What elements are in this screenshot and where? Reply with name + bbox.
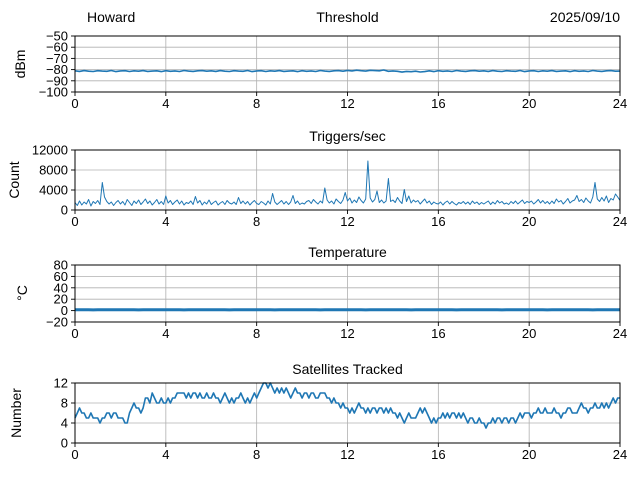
- chart-title-triggers: Triggers/sec: [309, 128, 386, 144]
- chart-title-temperature: Temperature: [308, 244, 387, 260]
- x-tick-label: 4: [162, 326, 169, 341]
- satellites-series-line: [74, 382, 620, 429]
- y-tick-label: −70: [46, 51, 68, 66]
- y-tick-label: −50: [46, 29, 68, 44]
- y-tick-label: 0: [61, 436, 68, 451]
- y-tick-label: 20: [54, 292, 68, 307]
- y-tick-label: 8000: [39, 163, 68, 178]
- x-tick-label: 0: [71, 214, 78, 229]
- y-tick-label: 12: [54, 376, 68, 391]
- x-tick-label: 0: [71, 96, 78, 111]
- x-tick-label: 24: [613, 96, 627, 111]
- y-tick-label: 0: [61, 303, 68, 318]
- x-tick-label: 20: [522, 96, 536, 111]
- chart-date: 2025/09/10: [549, 9, 620, 25]
- x-tick-label: 4: [162, 96, 169, 111]
- x-tick-label: 0: [71, 326, 78, 341]
- y-tick-label: −60: [46, 40, 68, 55]
- y-tick-label: 4: [61, 416, 68, 431]
- y-tick-label: 12000: [32, 143, 68, 158]
- x-tick-label: 24: [613, 447, 627, 462]
- x-tick-label: 20: [522, 447, 536, 462]
- x-tick-label: 20: [522, 326, 536, 341]
- x-tick-label: 24: [613, 326, 627, 341]
- x-tick-label: 24: [613, 214, 627, 229]
- y-tick-label: 0: [61, 203, 68, 218]
- x-tick-label: 16: [431, 214, 445, 229]
- y-tick-label: 60: [54, 269, 68, 284]
- x-tick-label: 0: [71, 447, 78, 462]
- chart-title-satellites: Satellites Tracked: [292, 361, 403, 377]
- triggers-series-line: [74, 160, 621, 207]
- y-tick-label: −20: [46, 315, 68, 330]
- x-tick-label: 12: [340, 96, 354, 111]
- triggers-plot: 0 4 8 12 16 20 24 0 4000 8000 12000: [32, 143, 627, 230]
- y-tick-label: −100: [39, 85, 68, 100]
- y-tick-label: 40: [54, 280, 68, 295]
- x-tick-label: 12: [340, 214, 354, 229]
- x-tick-label: 20: [522, 214, 536, 229]
- x-tick-label: 8: [253, 214, 260, 229]
- x-tick-label: 8: [253, 326, 260, 341]
- y-tick-label: 8: [61, 396, 68, 411]
- chart-title-left: Howard: [87, 9, 136, 25]
- y-tick-label: 80: [54, 258, 68, 273]
- x-tick-label: 4: [162, 447, 169, 462]
- x-tick-label: 16: [431, 447, 445, 462]
- x-tick-label: 8: [253, 96, 260, 111]
- chart-title-threshold: Threshold: [316, 9, 379, 25]
- x-tick-label: 16: [431, 326, 445, 341]
- y-tick-label: −90: [46, 73, 68, 88]
- x-tick-label: 12: [340, 447, 354, 462]
- threshold-series-line: [74, 69, 621, 73]
- x-tick-label: 12: [340, 326, 354, 341]
- x-tick-label: 4: [162, 214, 169, 229]
- x-tick-label: 16: [431, 96, 445, 111]
- satellites-plot: 0 4 8 12 16 20 24 0 4 8 12: [54, 376, 628, 463]
- x-tick-label: 8: [253, 447, 260, 462]
- y-tick-label: −80: [46, 62, 68, 77]
- threshold-plot: 0 4 8 12 16 20 24 −100−90−80−70−60−50: [39, 29, 628, 112]
- y-tick-label: 4000: [39, 183, 68, 198]
